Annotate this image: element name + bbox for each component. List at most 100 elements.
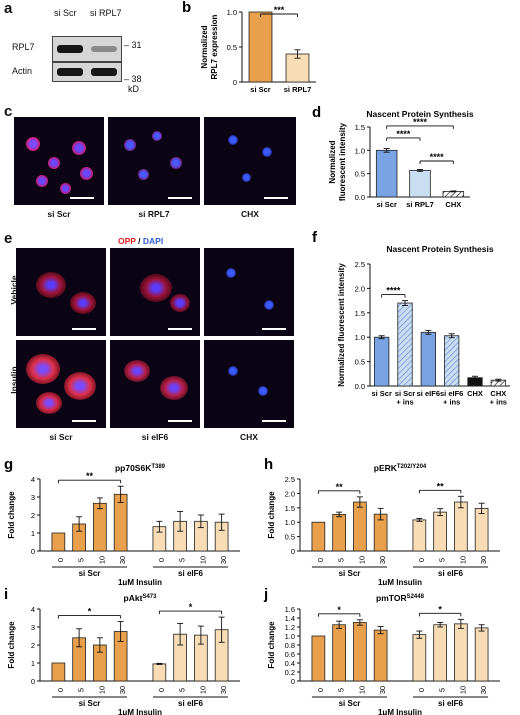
bar [412,634,427,682]
blot-lane-label-rpl7: si RPL7 [90,8,122,18]
micrograph-e-vehicle-chx [204,248,294,336]
y-tick-label: 1 [31,529,35,538]
sig-label: **** [430,152,445,162]
group-label: si eIF6 [178,569,203,578]
sig-label: ** [336,482,344,492]
x-tick-label: + ins [443,398,460,407]
scale-bar [262,420,286,422]
y-tick-label: 0.0 [355,193,365,202]
scale-bar [72,328,96,330]
x-tick-label: si Scr [395,389,416,398]
y-tick-label: 0 [291,547,295,556]
scale-bar [72,420,96,422]
x-tick-label: 0 [316,558,325,562]
x-tick-label: CHX [467,389,483,398]
y-tick-label: 4 [31,475,35,484]
scale-bar [168,197,192,199]
x-tick-label: 0 [316,688,325,692]
micrograph-e-vehicle-eif6 [110,248,200,336]
y-tick-label: 1.0 [227,8,237,17]
sig-label: ** [86,471,94,481]
bar [332,624,346,682]
bar [373,629,388,682]
x-tick-label: 0 [417,688,426,692]
y-tick-label: 0.4 [285,659,295,668]
chart-title: Nascent Protein Synthesis [386,244,494,254]
bar [474,627,489,682]
group-label: si Scr [79,569,101,578]
x-tick-label: 5 [77,558,86,562]
blot-band [91,68,117,76]
blot-strip-actin [52,62,122,82]
blot-kd-actin: – 38 [124,74,142,84]
x-tick-label: CHX [445,200,461,209]
x-tick-label: 5 [438,688,447,692]
x-tick-label: 10 [198,556,207,564]
y-axis-label: Normalized [200,25,209,68]
scale-bar [70,197,94,199]
y-tick-label: 0.5 [355,358,365,367]
micro-label-e-scr: si Scr [49,432,73,442]
x-tick-label: 5 [178,558,187,562]
chart-title: pmTORS2448 [376,593,425,603]
panel-letter-i: i [4,586,8,603]
y-tick-label: 2.0 [355,284,365,293]
bar [152,663,167,682]
sig-label: *** [274,5,285,15]
chart-title: pp70S6KT389 [115,463,166,473]
group-label: si Scr [79,699,101,708]
x-tick-label: 5 [77,688,86,692]
x-tick-label: 30 [378,686,387,694]
y-axis-label: Fold change [267,491,276,539]
bar [332,514,346,552]
x-tick-label: 30 [479,556,488,564]
panel-letter-c: c [4,103,13,120]
x-tick-label: + ins [490,398,507,407]
x-tick-label: 0 [417,558,426,562]
y-tick-label: 1.6 [285,605,295,614]
blot-kd-value: 31 [131,40,142,50]
x-tick-label: 10 [97,686,106,694]
y-tick-label: 1.5 [355,123,365,132]
stain-legend: OPP / DAPI [118,236,163,246]
panel-letter-f: f [312,230,318,246]
x-tick-label: si eIF6 [417,389,440,398]
y-tick-label: 4 [31,605,35,614]
y-tick-label: 1.0 [355,333,365,342]
y-tick-label: 2.5 [355,260,365,269]
y-tick-label: 1.5 [355,309,365,318]
y-axis-label: Fold change [267,621,276,669]
x-tick-label: 5 [337,558,346,562]
chart-title: pAktS473 [124,593,158,603]
micro-label-e-eif6: si eIF6 [141,432,169,442]
bar [374,336,390,387]
chart-d: d Nascent Protein Synthesis 0.0 0.5 1.0 1.5 No… [312,105,474,209]
y-tick-label: 0.5 [227,43,237,52]
x-tick-label: 0 [56,688,65,692]
bar [311,521,326,552]
bar [433,511,447,552]
x-axis-label: 1μM Insulin [118,578,162,585]
x-tick-label: si RPL7 [406,200,434,209]
bar [51,532,66,552]
x-tick-label: 10 [458,556,467,564]
scale-bar [262,328,286,330]
blot-band [57,68,83,76]
x-tick-label: 30 [219,556,228,564]
sig-label: * [337,605,341,615]
panel-letter-b: b [182,0,191,16]
y-tick-label: 1.5 [285,504,295,513]
y-tick-label: 0.6 [285,650,295,659]
y-tick-label: 0 [31,677,35,686]
x-tick-label: si RPL7 [284,85,312,94]
y-tick-label: 0.8 [285,641,295,650]
micrograph-c-chx [204,117,296,205]
x-tick-label: 0 [157,558,166,562]
sig-label: * [438,604,442,614]
chart-j: j pmTORS244800.20.40.60.81.01.21.41.6Fold… [263,586,500,715]
y-tick-label: 3 [31,623,35,632]
micro-label-e-chx: CHX [240,432,258,442]
panel-letter-e: e [4,230,13,247]
micrograph-e-insulin-scr [16,340,106,428]
sig-label: * [88,607,92,617]
